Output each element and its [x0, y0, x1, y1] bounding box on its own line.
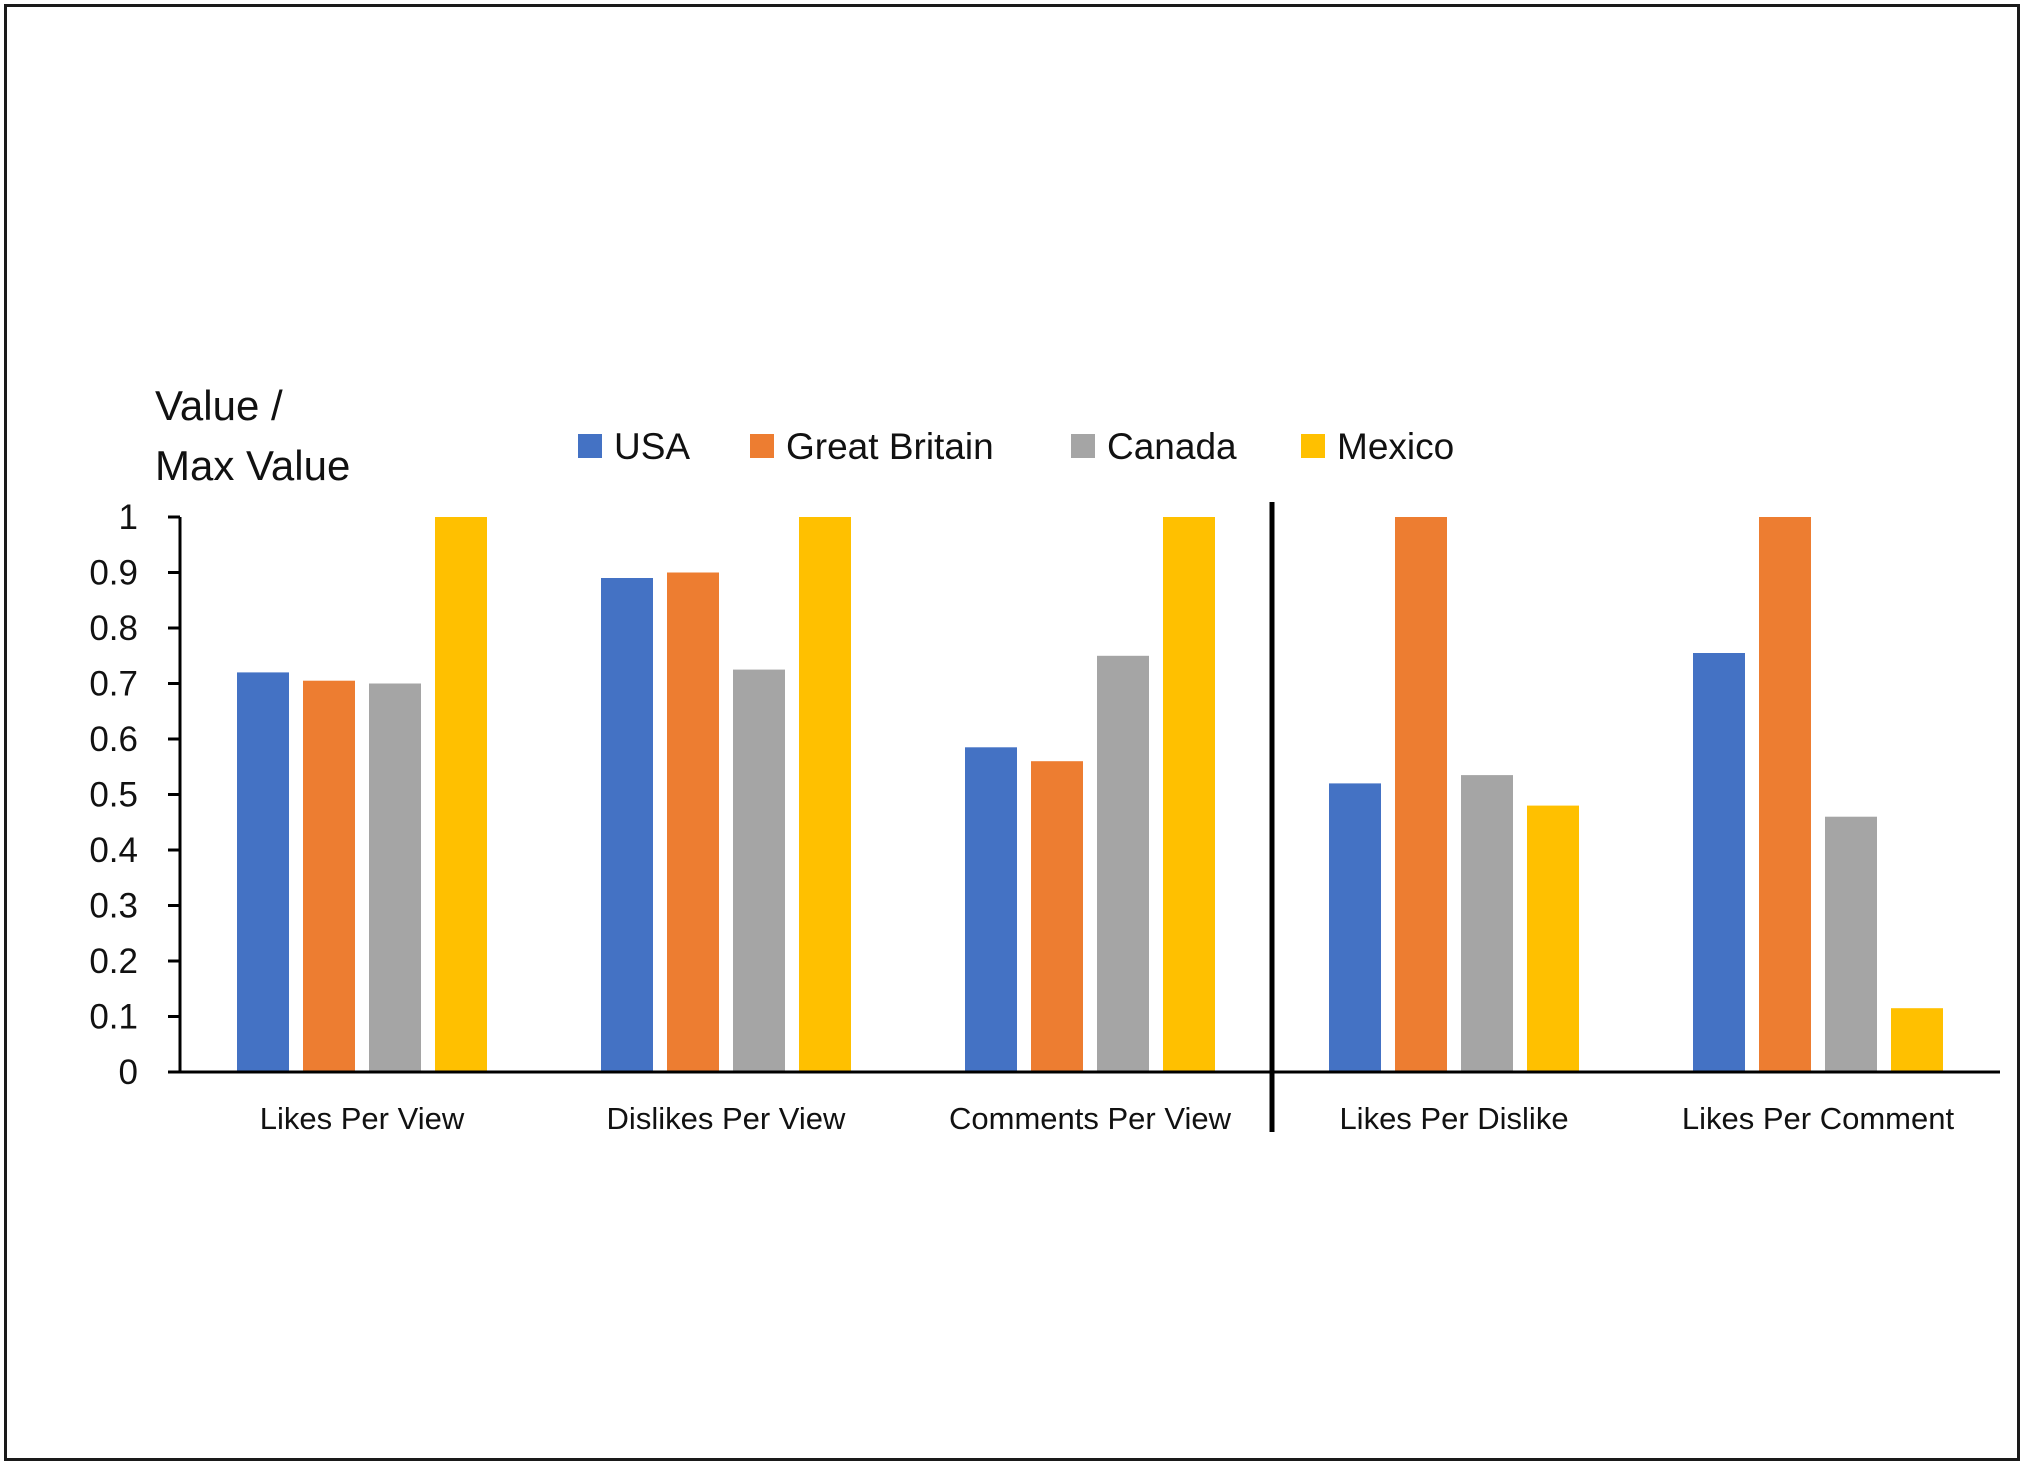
- y-tick-label: 0.4: [89, 831, 138, 870]
- bar-usa-likes-per-comment: [1693, 653, 1745, 1072]
- y-tick-label: 0.3: [89, 887, 138, 926]
- legend-swatch: [750, 434, 774, 458]
- legend-label: USA: [614, 426, 690, 467]
- y-tick-label: 0: [119, 1053, 138, 1092]
- bar-usa-likes-per-dislike: [1329, 783, 1381, 1072]
- bar-mexico-likes-per-dislike: [1527, 805, 1579, 1072]
- y-tick-label: 0.6: [89, 720, 138, 759]
- bar-great-britain-likes-per-dislike: [1395, 517, 1447, 1072]
- bar-mexico-likes-per-view: [435, 517, 487, 1072]
- bar-canada-comments-per-view: [1097, 655, 1149, 1073]
- bar-great-britain-likes-per-comment: [1759, 517, 1811, 1072]
- bar-canada-likes-per-view: [369, 683, 421, 1072]
- legend-label: Great Britain: [786, 426, 994, 467]
- legend: USA Great Britain Canada Mexico: [578, 426, 1454, 467]
- y-axis-label-line-1: Value /: [155, 382, 283, 429]
- bars: [237, 517, 1943, 1073]
- bar-usa-dislikes-per-view: [601, 578, 653, 1072]
- y-tick-label: 0.8: [89, 609, 138, 648]
- y-tick-label: 0.9: [89, 554, 138, 593]
- y-tick-label: 0.2: [89, 942, 138, 981]
- legend-label: Canada: [1107, 426, 1237, 467]
- x-category-label: Likes Per Comment: [1682, 1101, 1955, 1136]
- y-tick-label: 0.7: [89, 665, 138, 704]
- bar-canada-likes-per-dislike: [1461, 775, 1513, 1072]
- x-category-label: Comments Per View: [949, 1101, 1232, 1136]
- bar-usa-comments-per-view: [965, 747, 1017, 1072]
- bar-mexico-dislikes-per-view: [799, 517, 851, 1072]
- x-category-label: Likes Per Dislike: [1339, 1101, 1568, 1136]
- x-axis: Likes Per View Dislikes Per View Comments …: [180, 1070, 2000, 1136]
- legend-label: Mexico: [1337, 426, 1454, 467]
- y-tick-label: 0.1: [89, 998, 138, 1037]
- x-category-label: Likes Per View: [260, 1101, 465, 1136]
- bar-great-britain-likes-per-view: [303, 680, 355, 1072]
- bar-mexico-likes-per-comment: [1891, 1008, 1943, 1072]
- x-category-label: Dislikes Per View: [607, 1101, 847, 1136]
- legend-swatch: [1071, 434, 1095, 458]
- y-tick-label: 1: [119, 498, 138, 537]
- bar-great-britain-comments-per-view: [1031, 761, 1083, 1072]
- bar-mexico-comments-per-view: [1163, 517, 1215, 1072]
- bar-usa-likes-per-view: [237, 672, 289, 1072]
- bar-canada-dislikes-per-view: [733, 669, 785, 1072]
- y-axis-label-line-2: Max Value: [155, 442, 350, 489]
- legend-swatch: [578, 434, 602, 458]
- bar-canada-likes-per-comment: [1825, 816, 1877, 1072]
- legend-swatch: [1301, 434, 1325, 458]
- bar-great-britain-dislikes-per-view: [667, 572, 719, 1072]
- y-axis: 0 0.1 0.2 0.3 0.4 0.5 0.6 0.7 0.8 0.9 1: [89, 498, 182, 1092]
- y-tick-label: 0.5: [89, 776, 138, 815]
